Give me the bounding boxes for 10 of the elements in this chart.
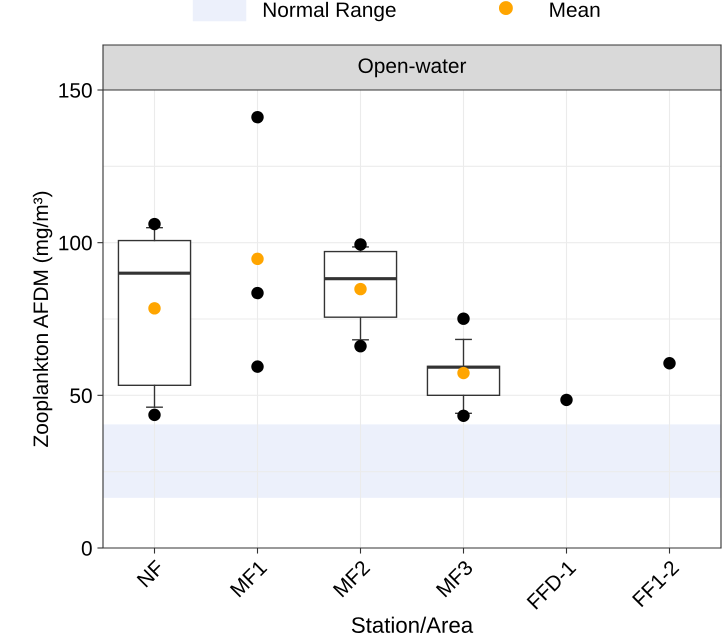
y-tick-label: 150 bbox=[59, 83, 92, 98]
chart-title: Open-water bbox=[358, 58, 466, 78]
x-axis-title: Station/Area bbox=[352, 616, 474, 633]
y-axis-title: Zooplankton AFDM (mg/m³) bbox=[32, 192, 52, 447]
x-tick-label: NF bbox=[136, 560, 165, 588]
y-tick-label: 50 bbox=[70, 388, 92, 404]
legend-label: Mean bbox=[550, 2, 600, 18]
y-tick-label: 0 bbox=[82, 541, 92, 556]
legend-label: Normal Range bbox=[264, 2, 396, 22]
y-tick-label: 100 bbox=[59, 236, 92, 250]
